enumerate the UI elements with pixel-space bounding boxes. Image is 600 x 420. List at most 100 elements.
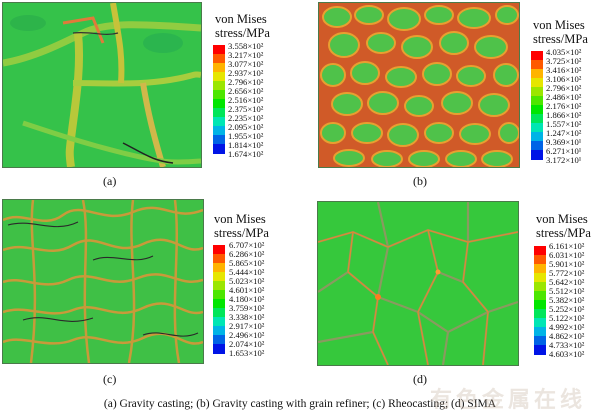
tick-label: 4.601×10²	[229, 285, 265, 295]
color-band	[213, 54, 225, 64]
color-band	[534, 273, 546, 283]
color-band	[213, 272, 225, 282]
color-band	[531, 78, 543, 88]
color-band	[213, 308, 225, 318]
tick-label: 6.286×10²	[229, 249, 265, 259]
tick-label: 5.252×10²	[549, 304, 585, 314]
tick-label: 1.557×10²	[546, 119, 582, 129]
color-band	[213, 117, 225, 127]
color-band	[213, 99, 225, 109]
tick-label: 6.271×10¹	[546, 146, 582, 156]
legend-title-line1: von Mises	[536, 212, 588, 226]
color-band	[213, 290, 225, 300]
tick-label: 2.074×10²	[229, 339, 265, 349]
stress-map-d	[317, 201, 519, 366]
color-band	[213, 245, 225, 255]
tick-label: 2.235×10²	[228, 113, 264, 123]
color-band	[531, 96, 543, 106]
tick-label: 2.496×10²	[229, 330, 265, 340]
tick-label: 2.937×10²	[228, 68, 264, 78]
color-band	[531, 132, 543, 142]
color-band	[213, 326, 225, 336]
legend-title-a: von Mises stress/MPa	[215, 12, 270, 40]
tick-label: 5.865×10²	[229, 258, 265, 268]
tick-label: 2.176×10²	[546, 101, 582, 111]
panel-label-a: (a)	[103, 174, 117, 188]
color-bar-c	[213, 245, 225, 354]
tick-label: 2.656×10²	[228, 86, 264, 96]
color-band	[534, 309, 546, 319]
tick-label: 3.558×10²	[228, 41, 264, 51]
color-band	[531, 114, 543, 124]
panel-label-d: (d)	[413, 372, 427, 386]
tick-label: 2.917×10²	[229, 321, 265, 331]
tick-label: 3.338×10²	[229, 312, 265, 322]
tick-label: 3.217×10²	[228, 50, 264, 60]
color-band	[213, 90, 225, 100]
legend-title-line2: stress/MPa	[536, 226, 591, 240]
color-bar-d	[534, 246, 546, 355]
tick-label: 1.814×10²	[228, 140, 264, 150]
tick-label: 1.653×10²	[229, 348, 265, 358]
tick-label: 6.707×10²	[229, 240, 265, 250]
tick-label: 4.603×10²	[549, 349, 585, 359]
tick-label: 1.674×10²	[228, 149, 264, 159]
tick-label: 3.106×10²	[546, 74, 582, 84]
color-band	[213, 45, 225, 55]
legend-title-line2: stress/MPa	[215, 26, 270, 40]
tick-label: 2.796×10²	[546, 83, 582, 93]
color-band	[213, 254, 225, 264]
tick-label: 4.862×10²	[549, 331, 585, 341]
tick-label: 4.180×10²	[229, 294, 265, 304]
tick-label: 2.486×10²	[546, 92, 582, 102]
color-band	[531, 105, 543, 115]
tick-label: 2.095×10²	[228, 122, 264, 132]
tick-label: 5.122×10²	[549, 313, 585, 323]
legend-title-line1: von Mises	[214, 212, 266, 226]
color-bar-a	[213, 45, 225, 154]
tick-label: 5.642×10²	[549, 277, 585, 287]
tick-label: 3.172×10¹	[546, 155, 582, 165]
color-band	[534, 345, 546, 355]
color-band	[213, 135, 225, 145]
tick-label: 4.733×10²	[549, 340, 585, 350]
tick-label: 5.512×10²	[549, 286, 585, 296]
tick-label: 3.416×10²	[546, 65, 582, 75]
color-band	[531, 141, 543, 151]
legend-title-c: von Mises stress/MPa	[214, 212, 269, 240]
tick-label: 5.444×10²	[229, 267, 265, 277]
tick-label: 1.247×10²	[546, 128, 582, 138]
color-band	[213, 81, 225, 91]
legend-title-line2: stress/MPa	[533, 32, 588, 46]
color-band	[534, 336, 546, 346]
color-band	[534, 264, 546, 274]
tick-label: 3.725×10²	[546, 56, 582, 66]
figure-caption: (a) Gravity casting; (b) Gravity casting…	[103, 398, 497, 410]
color-band	[534, 327, 546, 337]
color-band	[531, 123, 543, 133]
legend-title-d: von Mises stress/MPa	[536, 212, 591, 240]
tick-label: 1.866×10²	[546, 110, 582, 120]
tick-label: 5.772×10²	[549, 268, 585, 278]
color-band	[531, 87, 543, 97]
stress-map-b	[318, 2, 520, 168]
tick-label: 6.031×10²	[549, 250, 585, 260]
tick-label: 4.992×10²	[549, 322, 585, 332]
color-band	[213, 317, 225, 327]
legend-title-line1: von Mises	[215, 12, 267, 26]
panel-label-c: (c)	[103, 372, 117, 386]
tick-label: 9.369×10¹	[546, 137, 582, 147]
color-band	[531, 51, 543, 61]
color-band	[531, 150, 543, 160]
color-band	[534, 318, 546, 328]
color-band	[531, 69, 543, 79]
color-band	[213, 335, 225, 345]
color-band	[213, 263, 225, 273]
stress-map-c	[2, 199, 204, 364]
stress-map-a	[2, 2, 202, 168]
tick-label: 1.955×10²	[228, 131, 264, 141]
tick-label: 5.023×10²	[229, 276, 265, 286]
tick-label: 3.759×10²	[229, 303, 265, 313]
legend-title-line2: stress/MPa	[214, 226, 269, 240]
color-band	[531, 60, 543, 70]
